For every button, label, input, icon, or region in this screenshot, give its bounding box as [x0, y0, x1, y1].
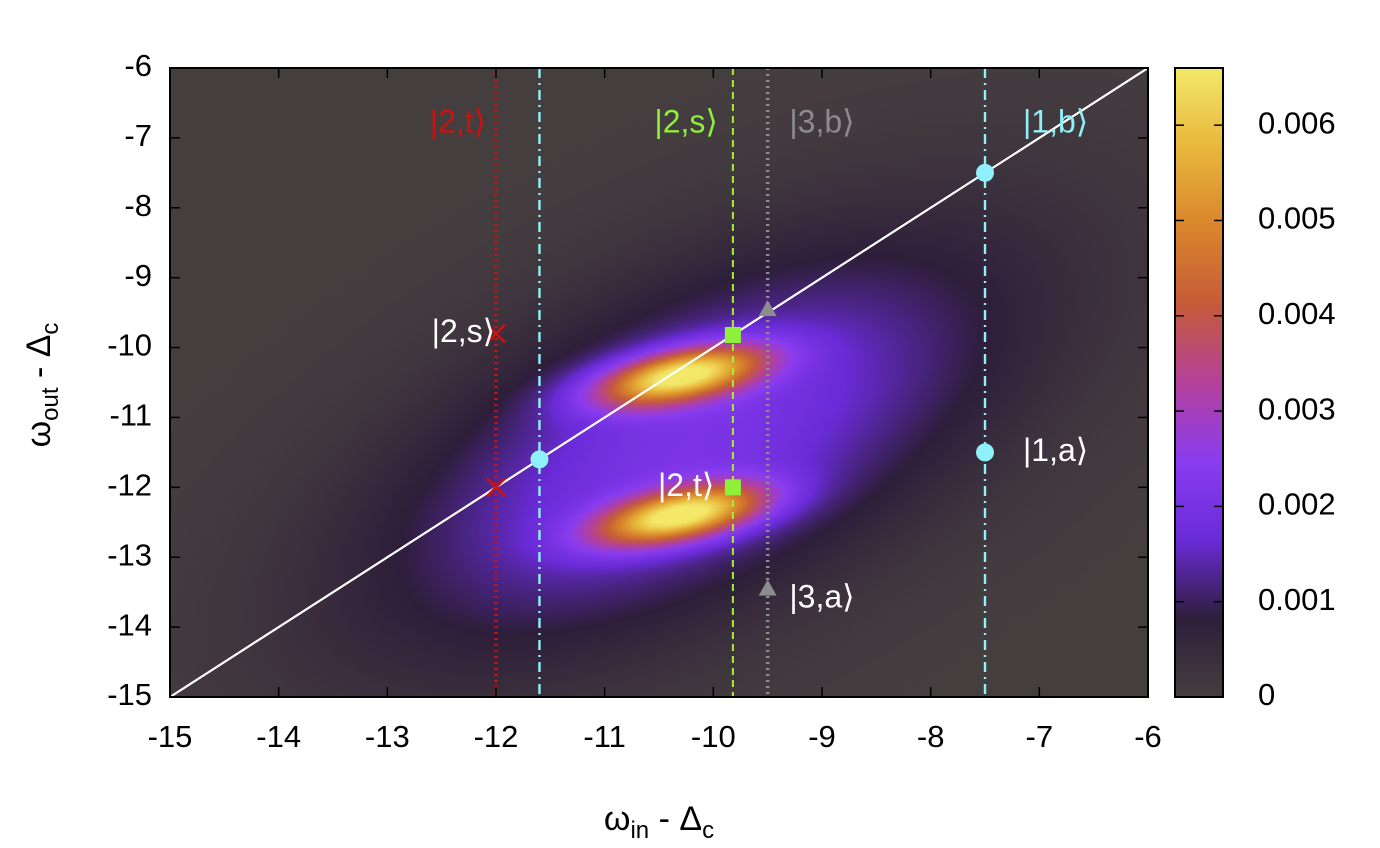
colorbar-ticks: 0 0.001 0.002 0.003 0.004 0.005 0.006	[1175, 105, 1336, 712]
marker-circle-0	[976, 163, 994, 182]
x-tick-label: -9	[808, 719, 836, 754]
colorbar-tick-label: 0.003	[1258, 391, 1336, 426]
overlay-layer: |2,t⟩ |2,s⟩ |3,b⟩ |1,b⟩ |2,s⟩ |1,a⟩ |2,t⟩ |3,a⟩	[170, 68, 1148, 697]
state-label-1: |2,s⟩	[654, 103, 717, 139]
y-tick-label: -13	[107, 537, 152, 572]
marker-square-3	[724, 326, 741, 343]
y-axis-title-sub2: c	[37, 323, 64, 335]
marker-triangle-6	[758, 579, 777, 596]
y-axis-title: ωout - Δc	[20, 323, 64, 448]
y-tick-label: -10	[107, 328, 152, 363]
colorbar-tick-label: 0	[1258, 677, 1275, 712]
colorbar-tick-label: 0.002	[1258, 487, 1336, 522]
state-label-4: |2,s⟩	[432, 313, 495, 349]
marker-triangle-5	[758, 300, 777, 317]
state-label-0: |2,t⟩	[430, 103, 486, 139]
state-label-5: |1,a⟩	[1023, 432, 1088, 468]
state-label-7: |3,a⟩	[789, 579, 854, 615]
y-tick-label: -14	[107, 607, 152, 642]
y-axis-title-main: ω	[20, 421, 58, 448]
x-tick-label: -8	[917, 719, 945, 754]
plot-area: |2,t⟩ |2,s⟩ |3,b⟩ |1,b⟩ |2,s⟩ |1,a⟩ |2,t⟩ |3,a⟩	[169, 67, 1149, 698]
x-tick-label: -10	[691, 719, 736, 754]
x-axis: -15 -14 -13 -12 -11 -10 -9 -8 -7 -6	[148, 68, 1162, 754]
colorbar-tick-label: 0.004	[1258, 296, 1336, 331]
y-axis: -6 -7 -8 -9 -10 -11 -12 -13 -14 -15	[107, 48, 1148, 712]
x-tick-label: -15	[148, 719, 193, 754]
x-axis-title-main: ω	[604, 800, 631, 838]
state-label-3: |1,b⟩	[1023, 103, 1088, 139]
marker-cross-7	[486, 323, 506, 344]
y-tick-label: -11	[109, 398, 152, 433]
x-tick-label: -11	[583, 719, 626, 754]
y-tick-label: -15	[107, 677, 152, 712]
x-tick-label: -13	[365, 719, 410, 754]
y-axis-title-sub: out	[37, 387, 64, 421]
plot-frame	[169, 67, 1149, 698]
colorbar-gradient	[1174, 67, 1224, 698]
y-tick-label: -9	[124, 258, 152, 293]
marker-circle-2	[530, 450, 549, 469]
y-tick-label: -12	[107, 468, 152, 503]
x-axis-title-sub2: c	[702, 817, 714, 844]
colorbar-tick-label: 0.006	[1258, 105, 1336, 140]
colorbar-tick-label: 0.001	[1258, 582, 1336, 617]
marker-circle-1	[976, 443, 994, 462]
y-axis-title-rest: - Δ	[20, 335, 58, 388]
x-axis-title-sub: in	[630, 817, 649, 844]
marker-square-4	[724, 479, 741, 496]
x-tick-label: -6	[1134, 719, 1162, 754]
x-axis-title-rest: - Δ	[649, 800, 702, 838]
colorbar: 0 0.001 0.002 0.003 0.004 0.005 0.006	[1174, 67, 1336, 712]
marker-cross-8	[486, 477, 506, 498]
x-tick-label: -7	[1026, 719, 1054, 754]
state-label-2: |3,b⟩	[789, 103, 854, 139]
y-tick-label: -6	[124, 48, 152, 83]
x-axis-title: ωin - Δc	[604, 800, 714, 844]
x-tick-label: -12	[474, 719, 519, 754]
x-tick-label: -14	[256, 719, 301, 754]
y-tick-label: -7	[124, 118, 152, 153]
y-tick-label: -8	[124, 188, 152, 223]
colorbar-tick-label: 0.005	[1258, 201, 1336, 236]
state-label-6: |2,t⟩	[658, 467, 714, 503]
